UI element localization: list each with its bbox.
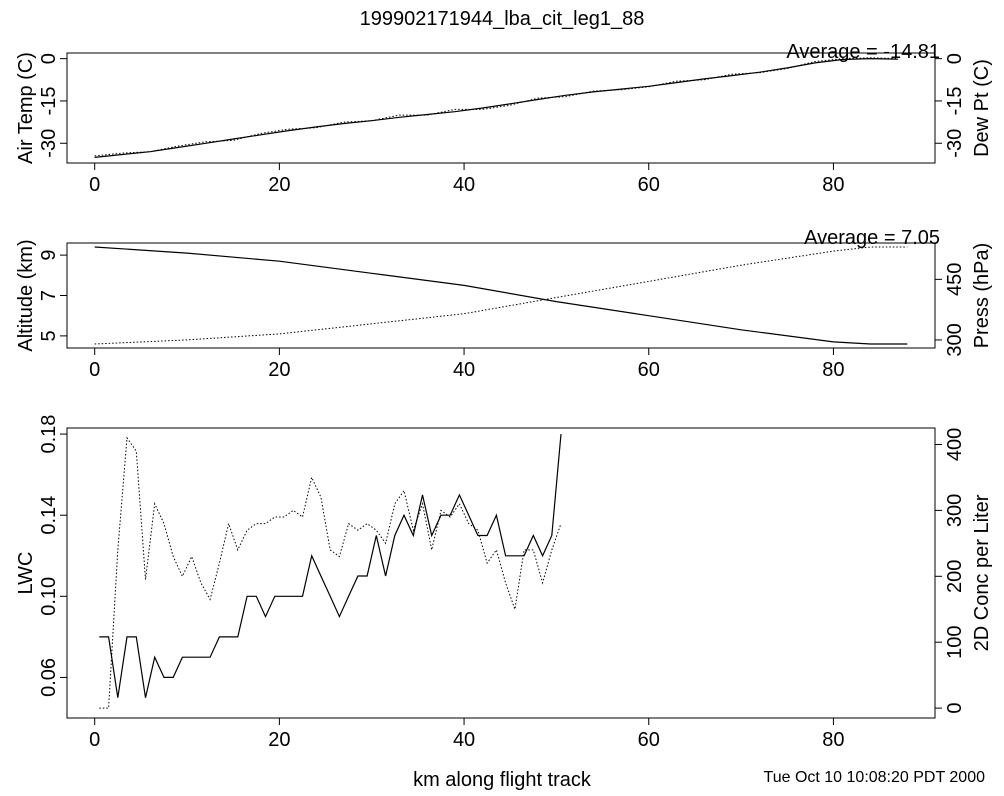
x-tick-label: 80 bbox=[822, 174, 844, 196]
x-tick-label: 40 bbox=[453, 729, 475, 751]
plot-frame bbox=[66, 52, 936, 164]
y-right-tick-label: 450 bbox=[944, 263, 966, 296]
x-tick-label: 20 bbox=[268, 359, 290, 381]
y-left-tick-label: -15 bbox=[38, 86, 60, 115]
dotted-series-line bbox=[99, 436, 562, 709]
y-right-tick-label: 0 bbox=[944, 53, 966, 64]
y-right-tick-label: 100 bbox=[944, 626, 966, 659]
plot-frame bbox=[66, 242, 936, 349]
average-annotation: Average = 7.05 bbox=[804, 227, 940, 249]
altitude-pressure-panel: 0 20 40 60 80 5 7 9 300 450 Altitude (km) Press (hP… bbox=[15, 227, 993, 381]
x-tick-label: 0 bbox=[89, 174, 100, 196]
lwc-concentration-panel: 0 20 40 60 80 0.06 0.10 0.14 0.18 0 100 200 300 400 LW… bbox=[15, 415, 993, 751]
y-right-axis-label: Press (hPa) bbox=[971, 243, 993, 349]
y-left-axis-label: LWC bbox=[15, 552, 37, 595]
y-left-tick-label: 5 bbox=[38, 330, 60, 341]
y-left-tick-label: 0.10 bbox=[38, 577, 60, 616]
y-left-tick-label: 0.14 bbox=[38, 496, 60, 535]
x-tick-label: 20 bbox=[268, 729, 290, 751]
figure-title: 199902171944_lba_cit_leg1_88 bbox=[360, 8, 645, 30]
x-tick-label: 0 bbox=[89, 729, 100, 751]
x-tick-label: 60 bbox=[638, 359, 660, 381]
y-right-tick-label: 400 bbox=[944, 428, 966, 461]
x-tick-label: 40 bbox=[453, 359, 475, 381]
y-left-tick-label: 9 bbox=[38, 250, 60, 261]
y-right-tick-label: 300 bbox=[944, 494, 966, 527]
y-right-tick-label: 0 bbox=[944, 703, 966, 714]
x-tick-label: 80 bbox=[822, 729, 844, 751]
timestamp-label: Tue Oct 10 10:08:20 PDT 2000 bbox=[764, 769, 986, 786]
x-tick-label: 0 bbox=[89, 359, 100, 381]
x-tick-label: 20 bbox=[268, 174, 290, 196]
y-left-tick-label: 7 bbox=[38, 290, 60, 301]
x-tick-label: 80 bbox=[822, 359, 844, 381]
plot-frame bbox=[66, 427, 936, 719]
dotted-series-line bbox=[94, 57, 899, 157]
y-left-tick-label: 0 bbox=[38, 53, 60, 64]
y-right-tick-label: -15 bbox=[944, 86, 966, 115]
x-tick-label: 40 bbox=[453, 174, 475, 196]
dotted-series-line bbox=[94, 246, 908, 345]
y-left-axis-label: Altitude (km) bbox=[15, 239, 37, 351]
y-left-tick-label: -30 bbox=[38, 129, 60, 158]
y-left-tick-label: 0.18 bbox=[38, 415, 60, 454]
solid-series-line bbox=[94, 57, 899, 158]
x-tick-label: 60 bbox=[638, 729, 660, 751]
solid-series-line bbox=[99, 434, 562, 698]
y-right-axis-label: Dew Pt (C) bbox=[971, 59, 993, 157]
y-left-axis-label: Air Temp (C) bbox=[15, 52, 37, 164]
x-tick-label: 60 bbox=[638, 174, 660, 196]
solid-series-line bbox=[94, 246, 908, 345]
y-right-tick-label: 200 bbox=[944, 560, 966, 593]
average-annotation: Average = -14.81 bbox=[786, 41, 940, 63]
y-right-tick-label: 300 bbox=[944, 323, 966, 356]
y-left-tick-label: 0.06 bbox=[38, 658, 60, 697]
x-axis-label: km along flight track bbox=[413, 769, 592, 791]
y-right-tick-label: -30 bbox=[944, 129, 966, 158]
y-right-axis-label: 2D Conc per Liter bbox=[971, 494, 993, 651]
